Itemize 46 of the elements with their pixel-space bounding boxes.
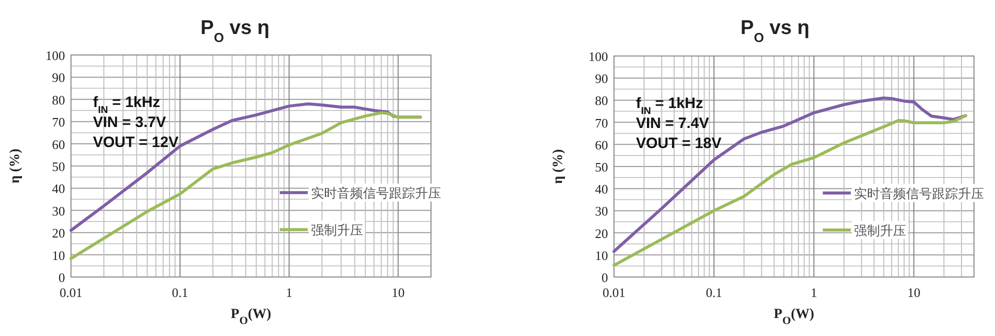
x-tick-label: 1 (286, 285, 292, 300)
y-tick-label: 10 (595, 248, 608, 263)
x-tick-label: 0.01 (602, 285, 626, 300)
y-tick-label: 100 (46, 48, 65, 63)
annotation: VIN = 7.4V (636, 115, 709, 132)
annotation: f$_{IN}$ = 1kHz (636, 95, 704, 116)
y-axis-title: η (%) (551, 148, 566, 184)
y-axis-title: η (%) (8, 148, 23, 184)
annotation: VIN = 3.7V (93, 114, 166, 131)
x-tick-label: 0.01 (60, 285, 82, 300)
y-tick-label: 70 (595, 115, 608, 130)
y-tick-label: 40 (595, 182, 608, 197)
legend-label: 强制升压 (310, 222, 363, 238)
y-tick-label: 60 (595, 137, 608, 152)
y-tick-label: 50 (595, 160, 608, 174)
y-tick-label: 0 (58, 270, 65, 285)
y-tick-label: 60 (52, 136, 65, 152)
legend-label: 强制升压 (854, 223, 906, 238)
y-tick-label: 80 (52, 92, 65, 108)
annotation: VOUT = 18V (636, 135, 722, 152)
y-tick-label: 100 (588, 49, 608, 64)
x-tick-label: 10 (907, 285, 920, 300)
y-tick-label: 30 (595, 204, 608, 219)
x-tick-label: 10 (392, 285, 405, 300)
y-tick-label: 0 (602, 270, 608, 285)
chart-title: P$_{O}$ vs η (740, 17, 810, 44)
annotation: f$_{IN}$ = 1kHz (93, 94, 160, 116)
x-tick-label: 1 (810, 285, 818, 300)
chart-title: P$_{O}$ vs η (200, 17, 270, 44)
y-tick-label: 20 (595, 226, 608, 241)
y-tick-label: 90 (52, 70, 65, 86)
x-axis-title: P$_{O}$(W) (774, 307, 815, 327)
y-tick-label: 10 (52, 248, 65, 263)
legend-label: 实时音频信号跟踪升压 (310, 186, 441, 201)
y-tick-label: 20 (52, 226, 65, 241)
y-tick-label: 40 (52, 181, 65, 196)
x-tick-label: 0.1 (172, 285, 188, 300)
y-tick-label: 80 (595, 93, 608, 108)
y-tick-label: 90 (595, 71, 608, 86)
legend-label: 实时音频信号跟踪升压 (854, 186, 984, 202)
y-tick-label: 30 (52, 203, 65, 218)
x-tick-label: 0.1 (706, 285, 722, 300)
y-tick-label: 70 (52, 114, 65, 130)
annotation: VOUT = 12V (93, 134, 178, 151)
y-tick-label: 50 (52, 159, 65, 174)
x-axis-title: P$_{O}$(W) (230, 307, 272, 327)
